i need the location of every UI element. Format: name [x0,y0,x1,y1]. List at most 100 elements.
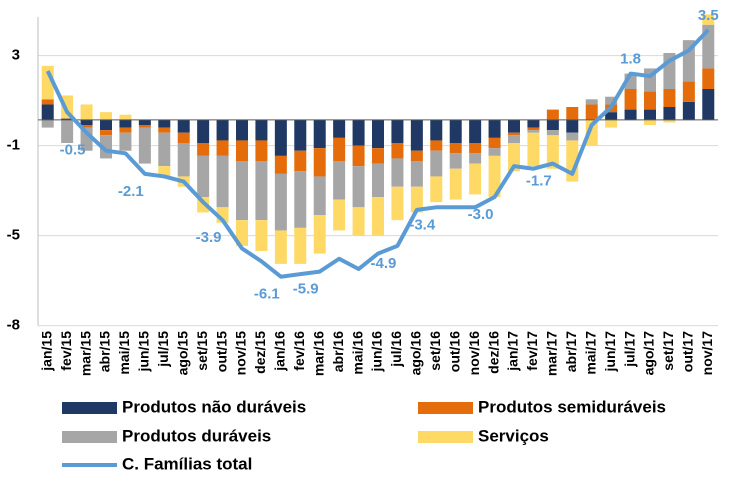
bar-segment [372,148,384,164]
bar-segment [469,143,482,154]
bar-segment [410,119,423,151]
x-tick-label: out/17 [680,331,696,372]
bar-segment [430,119,443,141]
bar-segment [449,168,462,200]
bar-segment [508,119,520,133]
y-tick-label: -1 [7,137,20,154]
bar-segment [313,215,326,254]
bar-segment [352,207,365,236]
data-label: -3.4 [409,216,436,233]
legend-swatch [418,402,473,414]
bar-segment [294,227,307,264]
x-tick-label: fev/16 [291,331,307,371]
bar-segment [197,155,210,198]
bar-segment [61,119,74,144]
x-tick-label: set/16 [427,331,443,371]
bar-segment [333,161,346,200]
bar-segment [644,119,656,126]
bar-segment [177,143,190,177]
bar-segment [216,140,229,156]
bar-segment [119,114,132,120]
x-tick-label: nov/16 [466,331,482,376]
bar-segment [158,166,171,177]
bar-segment [508,143,520,172]
x-tick-label: abr/17 [563,331,579,372]
bar-segment [391,119,404,144]
x-tick-label: jul/17 [621,331,637,368]
bar-segment [644,109,656,120]
bar-segment [527,119,540,128]
bar-segment [488,148,501,156]
bar-segment [255,140,268,162]
bar-segment [624,89,637,110]
bar-segment [624,109,637,120]
x-tick-label: fev/15 [58,331,74,371]
legend-swatch [62,431,117,443]
bar-segment [488,119,501,138]
x-tick-label: jun/17 [602,331,618,373]
bar-segment [391,158,404,187]
data-label: -0.5 [60,142,86,159]
x-tick-label: fev/17 [524,331,540,371]
x-tick-label: jan/17 [505,331,521,372]
bar-segment [372,119,384,149]
legend-label: Produtos semiduráveis [478,397,666,416]
bar-segment [313,176,326,216]
bar-segment [216,155,229,208]
bar-segment [605,96,618,105]
bar-segment [449,143,462,154]
x-tick-label: jan/16 [272,331,288,372]
bar-segment [274,119,287,156]
data-label: -1.7 [526,173,552,190]
bar-segment [585,104,598,120]
bar-segment [119,132,132,151]
x-tick-label: mai/15 [116,331,132,375]
bar-segment [469,163,482,195]
bar-segment [430,176,443,203]
data-label: -3.0 [468,206,494,223]
bar-segment [488,137,501,149]
bar-segment [80,104,93,120]
x-tick-label: ago/16 [408,331,424,376]
legend-label: Produtos duráveis [122,426,271,445]
bar-segment [546,109,559,120]
x-tick-label: ago/15 [174,331,190,376]
bar-segment [410,150,423,162]
bar-segment [372,163,384,198]
x-tick-label: jun/16 [369,331,385,373]
bar-segment [585,99,598,105]
legend-label: Serviços [478,426,549,445]
bar-segment [80,125,93,128]
bar-segment [352,166,365,208]
bar-segment [488,155,501,198]
x-tick-label: nov/17 [699,331,715,376]
data-label: 3.5 [698,7,719,24]
bar-segment [508,132,520,136]
bar-segment [236,220,248,246]
bar-segment [119,127,132,133]
bar-segment [682,81,695,102]
bar-segment [508,135,520,144]
x-tick-label: set/15 [194,331,210,371]
x-tick-label: mai/16 [349,331,365,375]
bar-segment [702,68,715,90]
y-tick-label: 3 [12,47,20,64]
bar-segment [119,119,132,128]
bar-segment [80,119,93,126]
bar-segment [566,132,579,141]
bar-segment [410,161,423,187]
x-tick-label: mai/17 [582,331,598,375]
bar-segment [138,127,151,164]
bar-segment [391,186,404,221]
bar-segment [197,143,210,156]
data-label: 1.8 [620,51,641,68]
bar-segment [313,119,326,149]
x-tick-label: out/15 [213,331,229,372]
x-tick-label: jul/15 [155,331,171,368]
legend-label: C. Famílias total [122,454,252,473]
bar-segment [702,14,715,25]
bar-segment [255,161,268,221]
bar-segment [274,173,287,231]
data-label: -2.1 [118,183,144,200]
x-tick-label: abr/15 [97,331,113,372]
